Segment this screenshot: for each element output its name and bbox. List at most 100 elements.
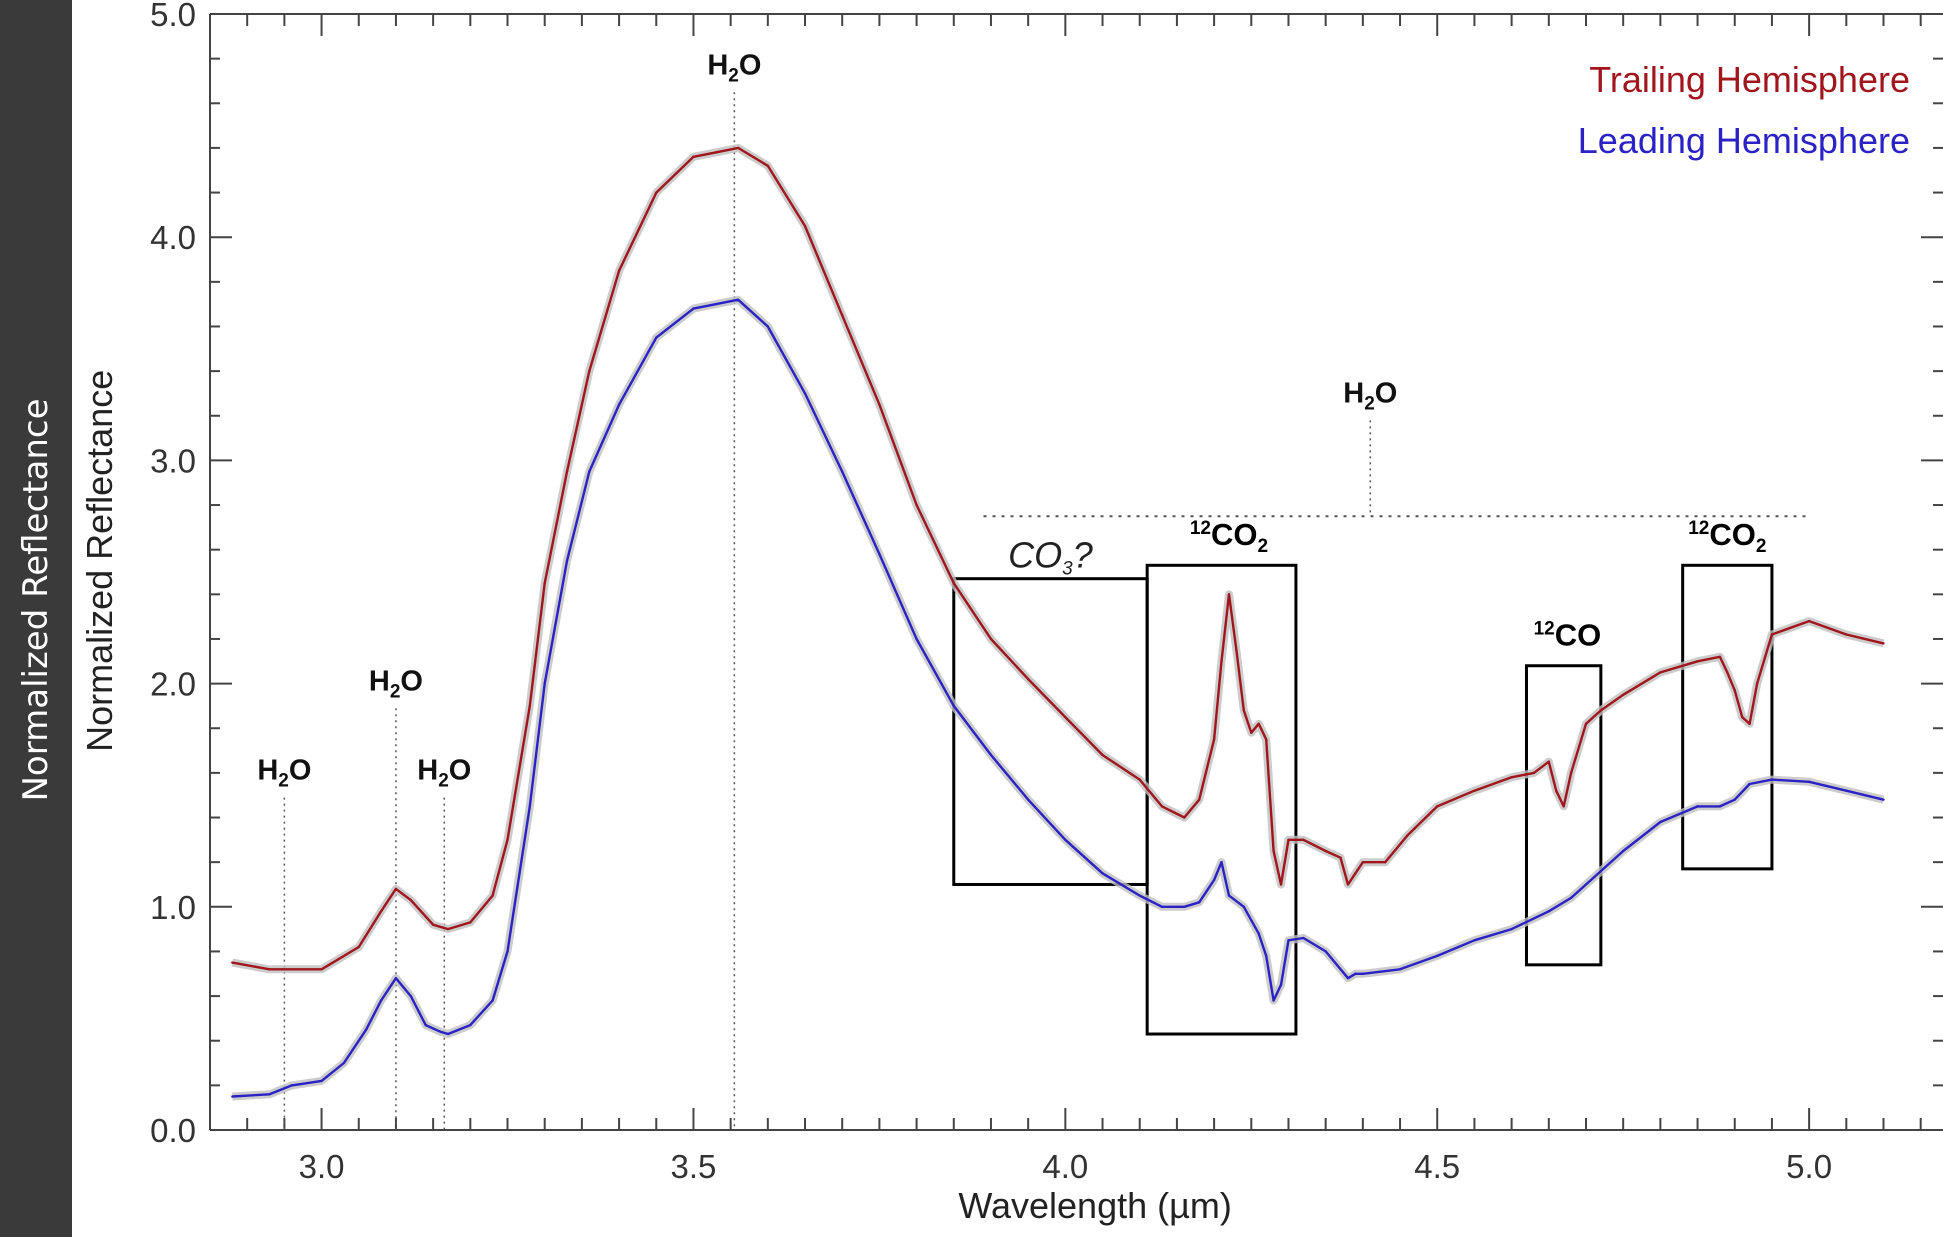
y-tick-label: 0.0 [150,1112,196,1149]
data-point [1235,648,1238,652]
data-point [543,581,546,585]
data-point [803,392,807,395]
y-tick-label: 2.0 [150,666,196,703]
data-point [1659,820,1662,824]
data-point [915,637,918,641]
legend-leading: Leading Hemisphere [1578,120,1910,161]
data-point [1361,972,1365,975]
co-label: 12CO [1534,618,1602,653]
data-point [469,1023,472,1027]
x-tick-label: 3.5 [671,1148,717,1185]
data-point [1436,954,1439,958]
data-point [766,164,770,167]
data-point [841,470,844,473]
data-point [692,155,695,159]
series-lines [231,143,1885,1101]
data-point [1621,849,1625,853]
data-point [1287,838,1290,842]
data-point [1383,860,1387,864]
data-point [1882,798,1885,801]
data-point [736,298,740,301]
spectrum-chart: 3.0 3.5 4.0 4.5 5.0 0.0 1.0 2.0 3.0 4.0 5.0 Wavelen… [79,0,1943,1226]
data-point [1272,849,1275,853]
data-point [952,704,955,708]
data-point [565,470,569,473]
data-point [714,302,717,306]
data-point [1026,798,1030,801]
data-point [1212,738,1216,741]
data-point [1755,682,1759,685]
data-point [878,552,881,556]
data-point [491,894,494,897]
data-point [588,470,591,473]
data-point [394,977,398,980]
left-side-bar: Normalized Reflectance [0,0,72,1237]
data-point [1242,905,1246,908]
data-point [446,927,450,931]
data-point [1279,983,1283,987]
data-point [1659,671,1662,674]
data-point [1264,954,1268,958]
data-point [1696,805,1699,808]
data-point [989,637,993,641]
data-point [1569,896,1573,900]
data-point [1287,939,1290,942]
data-point [1510,776,1513,779]
data-point [1279,883,1283,886]
data-point [1748,722,1751,725]
data-point [878,403,881,406]
y-tick-label: 3.0 [150,442,196,479]
data-point [394,887,398,891]
data-point [342,1061,346,1065]
feature-box [1145,563,1298,1036]
x-axis-title: Wavelength (µm) [958,1185,1231,1226]
data-point [1807,619,1811,623]
data-point [1272,999,1275,1002]
data-point [736,146,740,150]
data-point [1324,950,1327,953]
h2o-label: H2O [257,755,311,792]
data-point [1302,838,1305,842]
data-point [1026,677,1030,681]
h2o-label: H2O [707,49,761,86]
data-point [1733,798,1736,801]
data-point [528,805,532,808]
h2o-label: H2O [417,755,471,792]
data-point [1473,939,1476,942]
data-point [1257,722,1260,725]
data-point [1599,709,1603,712]
data-point [290,1084,294,1087]
data-point [1748,782,1751,786]
data-point [1346,883,1350,886]
data-point [588,369,591,373]
co3-label: CO3? [1008,535,1093,580]
data-point [1183,905,1186,908]
h2o-label: H2O [1343,377,1397,414]
data-point [1547,910,1550,913]
data-point [320,968,323,971]
data-point [1160,805,1164,808]
data-point [1101,753,1104,757]
x-tick-label: 5.0 [1786,1148,1832,1185]
data-point [1436,805,1439,808]
data-point [841,314,844,317]
data-point [1064,838,1067,842]
series-error-band [232,295,1885,1101]
y-tick-label: 5.0 [150,0,196,33]
data-point [1354,972,1357,975]
legend-trailing: Trailing Hemisphere [1589,59,1910,100]
data-point [1220,860,1223,864]
data-point [1584,722,1588,725]
data-point [409,994,413,998]
data-point [268,968,271,971]
data-point [1227,894,1231,897]
data-point [439,1030,442,1033]
data-point [506,838,509,842]
data-point [1198,901,1201,904]
data-point [1398,968,1402,971]
data-point [714,151,717,154]
data-point [1302,936,1305,940]
data-point [1845,789,1848,792]
data-point [1064,715,1067,719]
data-point [1101,872,1104,875]
